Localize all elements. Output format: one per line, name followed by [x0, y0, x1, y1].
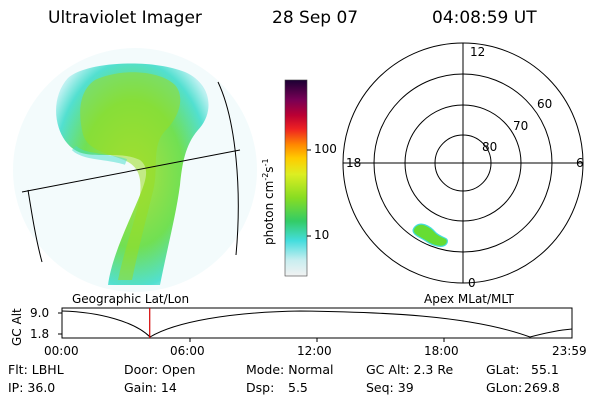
mlt-label-0: 0 [468, 276, 476, 290]
mlat-label-80: 80 [482, 140, 498, 154]
mlat-label-70: 70 [513, 119, 529, 133]
timeline-ytick-1-8: 1.8 [30, 327, 50, 341]
timeline-xtick-1200: 12:00 [297, 344, 332, 358]
dsp-label: Dsp: [246, 380, 275, 395]
mlt-label-18: 18 [346, 156, 362, 170]
polar-panel-title: Apex MLat/MLT [424, 292, 514, 306]
mlt-label-12: 12 [470, 45, 486, 59]
colorbar-tick-10: 10 [314, 228, 330, 242]
filter-value: Flt: LBHL [8, 362, 64, 377]
glat-label: GLat: [486, 362, 520, 377]
gc-altitude: GC Alt: 2.3 Re [366, 362, 454, 377]
instrument-title: Ultraviolet Imager [48, 8, 202, 28]
limb-line-left [27, 189, 43, 263]
sequence-value: Seq: 39 [366, 380, 414, 395]
dsp-value: 5.5 [288, 380, 308, 395]
timeline-xtick-2359: 23:59 [552, 344, 587, 358]
timeline-xtick-1800: 18:00 [424, 344, 459, 358]
mode-value: Mode: Normal [246, 362, 334, 377]
timeline-ytick-9: 9.0 [30, 306, 50, 320]
polar-aurora [412, 223, 448, 247]
colorbar-gradient [284, 79, 308, 277]
orbit-altitude-curve [61, 310, 573, 338]
image-date: 28 Sep 07 [272, 8, 359, 28]
limb-line-right [217, 81, 239, 256]
image-time: 04:08:59 UT [432, 8, 537, 28]
polar-plot [342, 42, 584, 284]
colorbar-axis-label: photon cm-2s-1 [261, 158, 276, 245]
timeline-ylabel: GC Alt [10, 308, 24, 346]
ip-value: IP: 36.0 [8, 380, 56, 395]
timeline-xtick-0000: 00:00 [44, 344, 79, 358]
glon-label: GLon: [486, 380, 523, 395]
latitude-line [21, 149, 241, 193]
aurora-emission [56, 63, 209, 285]
glat-value: 55.1 [531, 362, 559, 377]
glon-value: 269.8 [524, 380, 560, 395]
auroral-image [13, 48, 257, 292]
timeline-plot [58, 307, 573, 342]
gain-value: Gain: 14 [124, 380, 177, 395]
colorbar [284, 79, 311, 277]
mlt-label-6: 6 [576, 156, 584, 170]
door-status: Door: Open [124, 362, 196, 377]
timeline-xtick-0600: 06:00 [170, 344, 205, 358]
colorbar-tick-100: 100 [314, 142, 337, 156]
left-panel-title: Geographic Lat/Lon [72, 292, 190, 306]
mlat-label-60: 60 [537, 97, 553, 111]
